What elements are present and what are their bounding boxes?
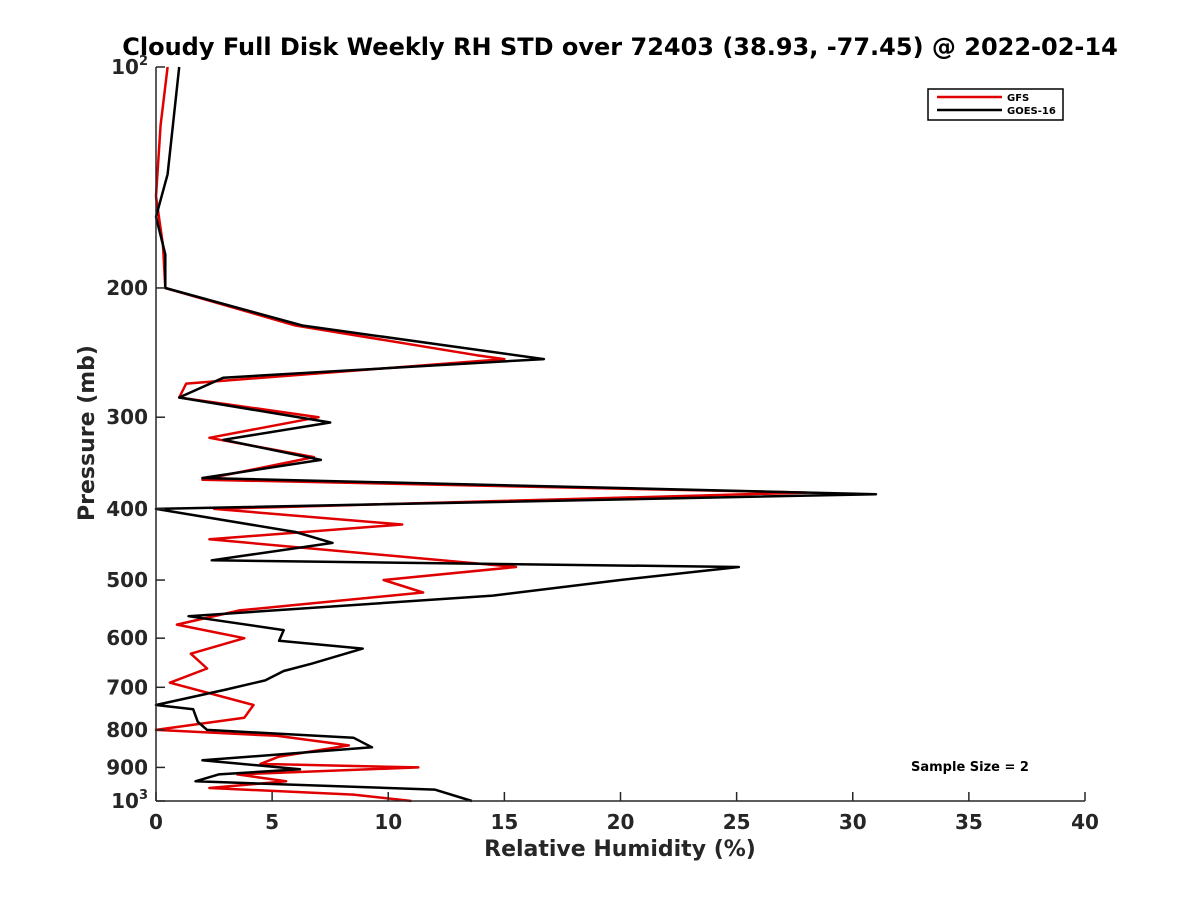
chart-title: Cloudy Full Disk Weekly RH STD over 7240…	[122, 33, 1118, 61]
x-axis-label: Relative Humidity (%)	[484, 837, 756, 862]
y-tick-label: 400	[106, 497, 148, 521]
y-tick-label: 300	[106, 405, 148, 429]
x-axis-ticks: 0 5 10 15 20 25 30 35 40	[149, 792, 1099, 834]
y-axis-label: Pressure (mb)	[75, 345, 100, 521]
sample-size-annotation: Sample Size = 2	[911, 760, 1029, 775]
series-line-gfs	[154, 66, 808, 803]
axes	[155, 67, 1085, 802]
y-tick-label: 900	[106, 755, 148, 779]
y-tick-label: 800	[106, 718, 148, 742]
legend-gfs-label: GFS	[1007, 93, 1029, 104]
x-tick-label: 35	[955, 810, 983, 834]
x-tick-label: 40	[1071, 810, 1099, 834]
x-tick-label: 0	[149, 810, 163, 834]
series-line-goes-16	[154, 66, 878, 803]
x-tick-label: 10	[374, 810, 402, 834]
legend: GFS GOES-16	[927, 88, 1064, 121]
x-tick-label: 20	[607, 810, 635, 834]
legend-goes16-label: GOES-16	[1007, 106, 1056, 117]
y-tick-label: 600	[106, 626, 148, 650]
y-tick-label: 700	[106, 675, 148, 699]
y-tick-label: 103	[111, 788, 148, 813]
x-tick-label: 25	[723, 810, 751, 834]
legend-box	[927, 88, 1064, 121]
y-tick-label: 500	[106, 568, 148, 592]
y-axis-ticks: 102 200 300 400 500 600 700 800 900 103	[106, 54, 165, 813]
x-tick-label: 15	[490, 810, 518, 834]
x-tick-label: 30	[839, 810, 867, 834]
y-tick-label: 200	[106, 276, 148, 300]
y-tick-label: 102	[111, 54, 148, 79]
x-tick-label: 5	[265, 810, 279, 834]
plot-area	[154, 66, 878, 803]
